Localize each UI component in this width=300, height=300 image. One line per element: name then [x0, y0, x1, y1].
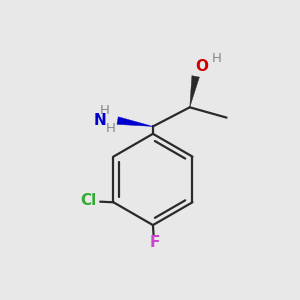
Text: N: N	[94, 113, 106, 128]
Text: Cl: Cl	[80, 193, 97, 208]
Text: F: F	[149, 235, 160, 250]
Text: O: O	[195, 58, 208, 74]
Polygon shape	[190, 76, 200, 107]
Text: H: H	[105, 122, 115, 135]
Text: H: H	[211, 52, 221, 65]
Text: H: H	[99, 104, 109, 117]
Polygon shape	[117, 117, 153, 126]
